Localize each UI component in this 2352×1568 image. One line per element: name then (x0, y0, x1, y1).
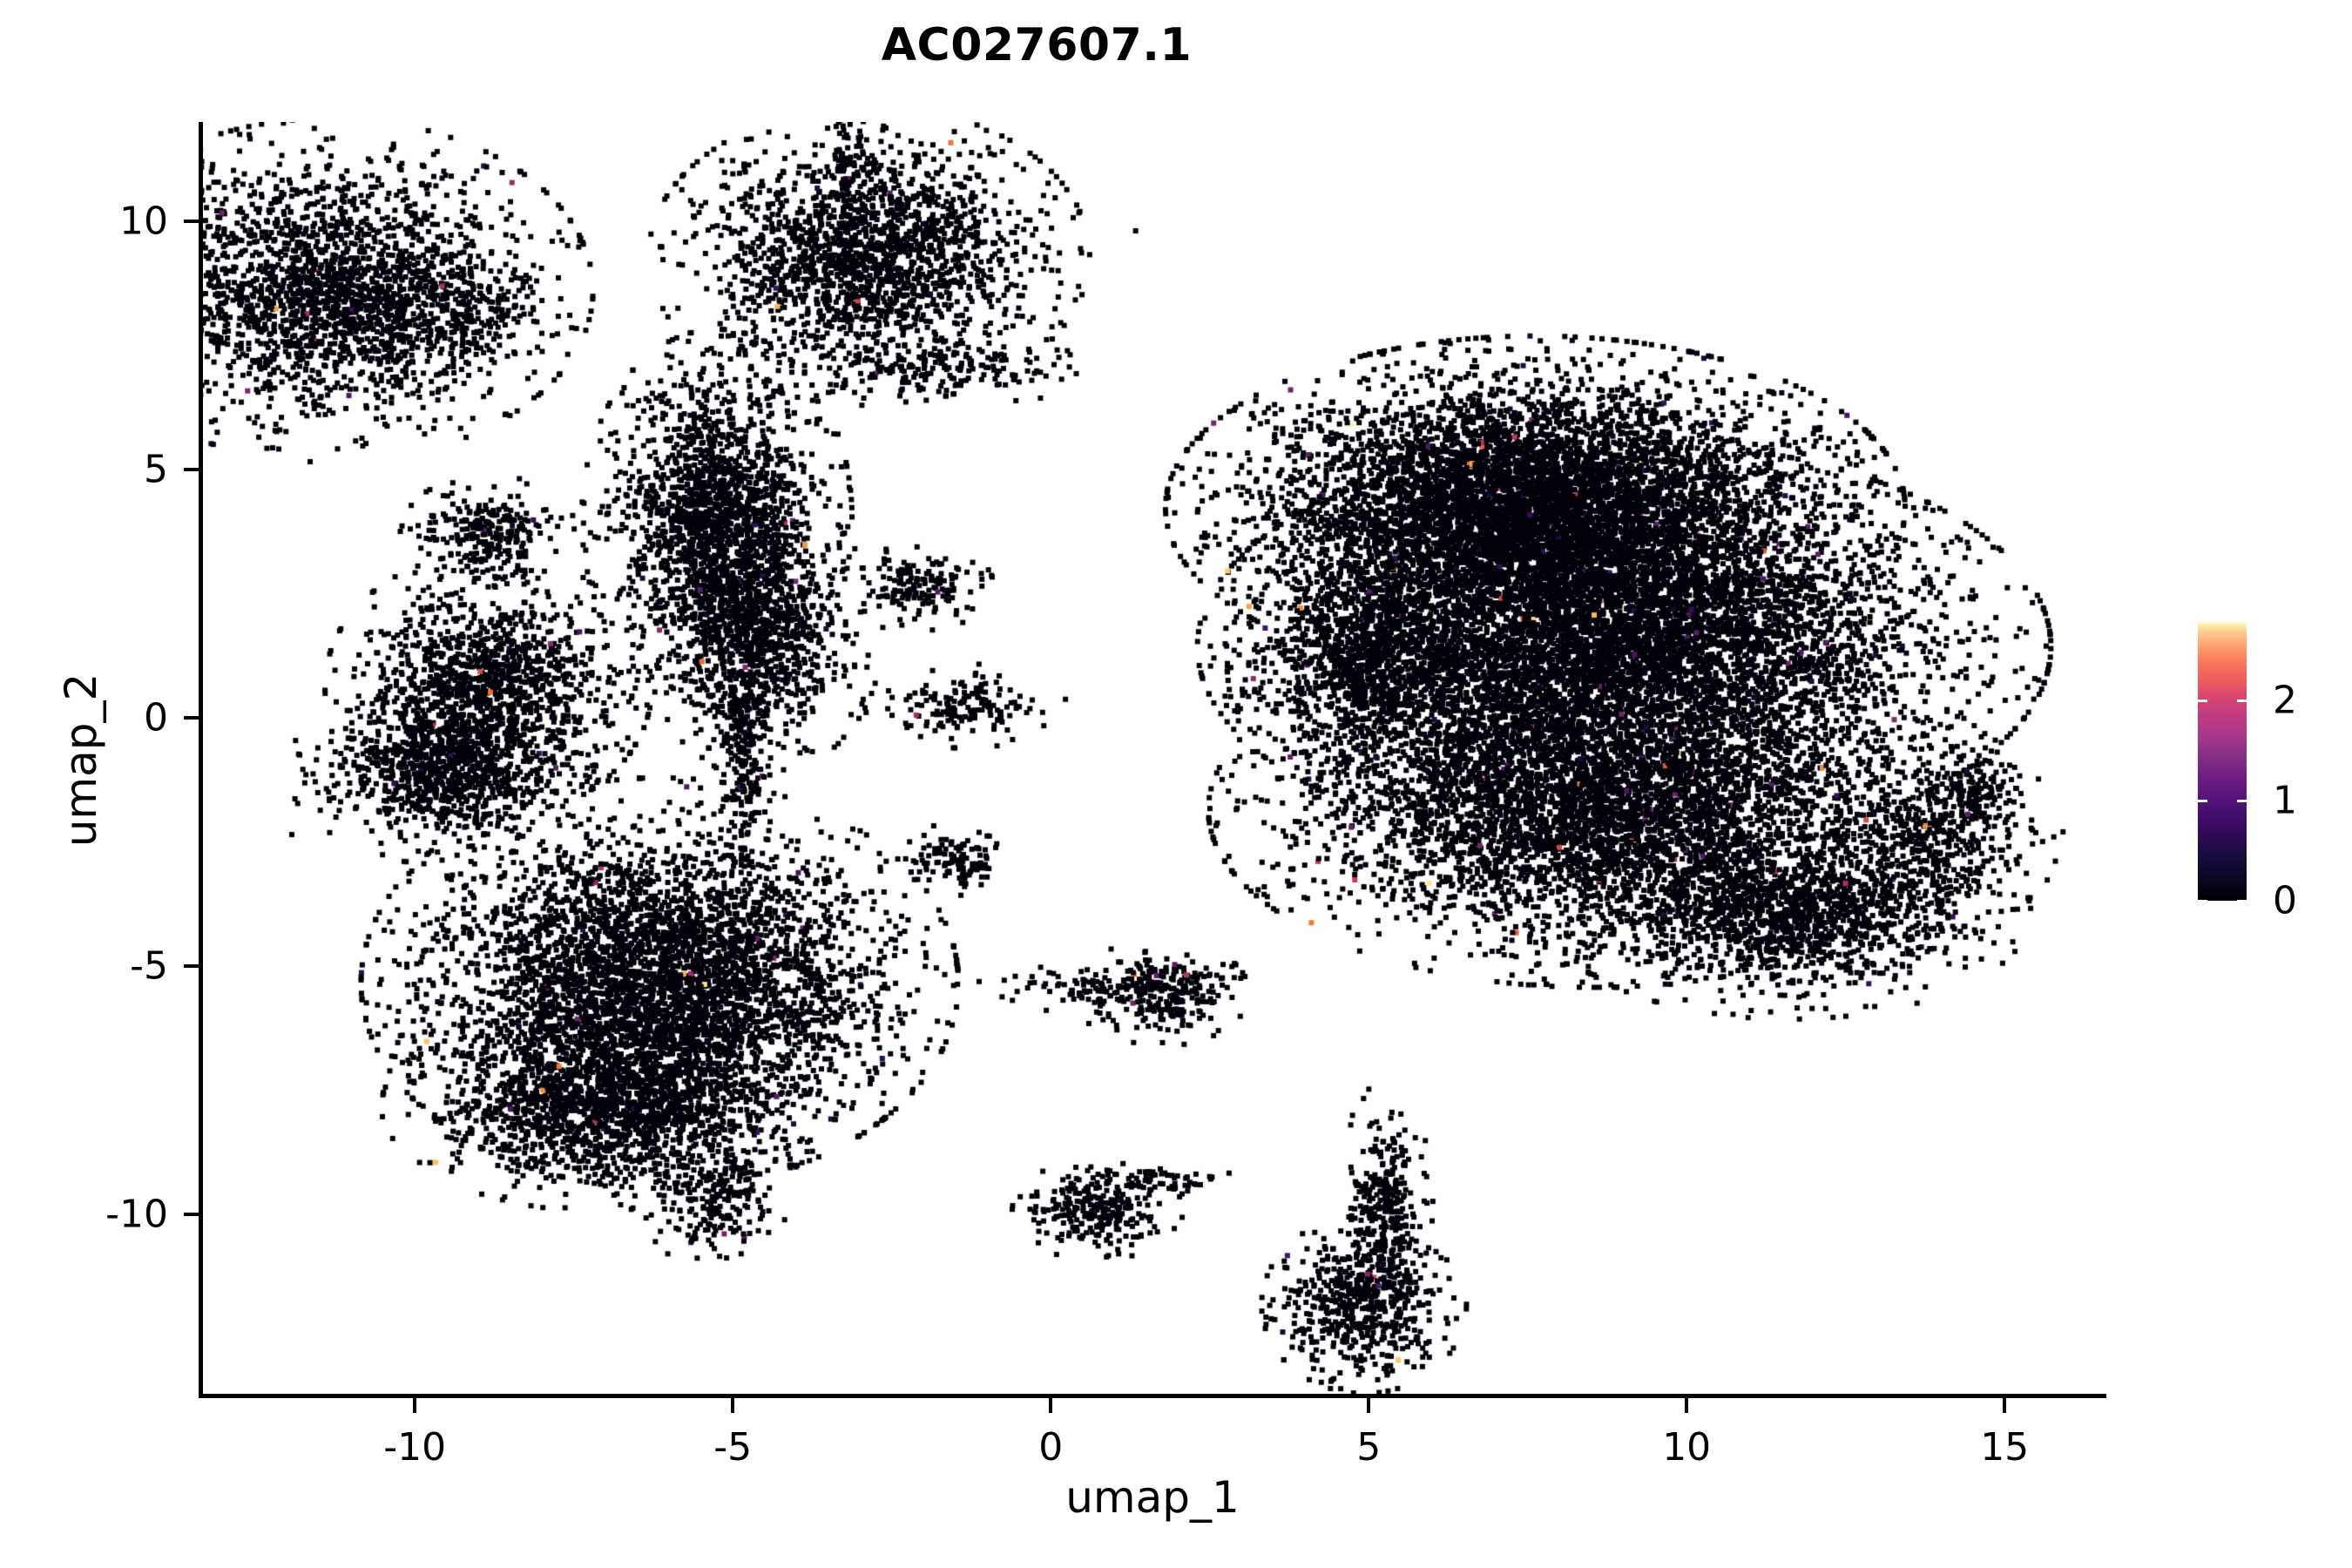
x-tick-mark (1049, 1398, 1053, 1413)
x-tick-mark (1367, 1398, 1371, 1413)
x-axis-spine (199, 1394, 2106, 1398)
y-tick-label: 10 (119, 199, 168, 244)
colorbar-tick-mark (2198, 900, 2247, 902)
scatter-plot-canvas (203, 122, 2106, 1394)
x-axis-label: umap_1 (1065, 1472, 1240, 1523)
y-tick-mark (184, 1213, 199, 1217)
x-tick-label: 0 (1038, 1425, 1064, 1470)
y-axis-label: umap_2 (56, 672, 106, 848)
x-tick-mark (731, 1398, 735, 1413)
x-tick-mark (1685, 1398, 1689, 1413)
colorbar-tick-mark (2198, 699, 2247, 702)
y-tick-mark (184, 220, 199, 223)
plot-axes: -10 -5 0 5 10 15 10 5 0 -5 -10 (105, 122, 2106, 1470)
colorbar-tick-label: 0 (2273, 878, 2297, 923)
y-tick-label: -5 (130, 943, 168, 989)
colorbar-tick-label: 2 (2273, 678, 2297, 723)
x-tick-label: 5 (1356, 1425, 1382, 1470)
colorbar-tick-label: 1 (2273, 778, 2297, 823)
y-axis-spine (199, 122, 203, 1398)
colorbar-tick-mark (2198, 799, 2247, 802)
y-tick-mark (184, 964, 199, 969)
y-tick-mark (184, 716, 199, 720)
y-tick-mark (184, 468, 199, 472)
y-tick-label: 5 (144, 447, 168, 492)
x-tick-mark (2003, 1398, 2007, 1413)
x-tick-label: -5 (713, 1425, 753, 1470)
x-tick-mark (413, 1398, 417, 1413)
y-tick-label: -10 (105, 1192, 168, 1237)
page-title: AC027607.1 (881, 19, 1193, 71)
x-tick-label: -10 (383, 1425, 447, 1470)
x-tick-label: 15 (1980, 1425, 2030, 1470)
y-tick-label: 0 (144, 695, 168, 740)
x-tick-label: 10 (1662, 1425, 1712, 1470)
colorbar-gradient (2198, 622, 2247, 901)
